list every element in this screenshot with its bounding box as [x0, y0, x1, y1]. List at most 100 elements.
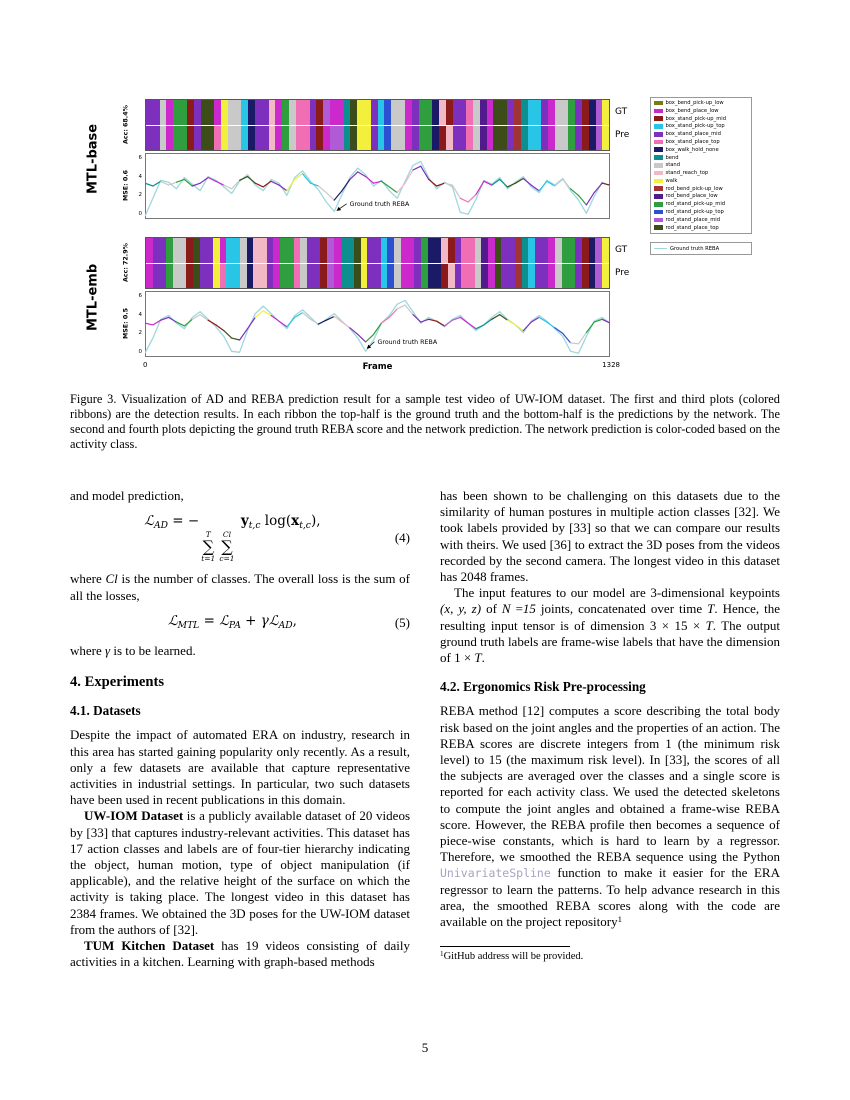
ribbon-segment: [438, 125, 446, 150]
ribbon-segment: [432, 125, 439, 150]
legend-item: box_bend_pick-up_low: [654, 100, 748, 106]
ribbon-segment: [466, 100, 473, 125]
gt-label: GT: [615, 245, 628, 255]
y-tick: 6: [138, 155, 143, 161]
legend-item: rod_stand_pick-up_mid: [654, 201, 748, 207]
ribbon-segment: [561, 238, 576, 263]
ribbon-segment: [220, 100, 228, 125]
equation-body: ℒMTL = ℒPA + γℒAD,: [167, 612, 297, 631]
ribbon-segment: [193, 100, 201, 125]
ribbon-segment: [199, 238, 214, 263]
ribbon-segment: [420, 238, 428, 263]
ribbon-segment: [350, 125, 358, 150]
ribbon-segment: [582, 125, 589, 150]
ribbon-segment: [479, 100, 487, 125]
ribbon-segment: [241, 100, 249, 125]
ribbon-segment: [192, 263, 200, 288]
ribbon-segment: [289, 100, 296, 125]
ribbon-segment: [340, 263, 354, 288]
subsection-heading-ergonomics: 4.2. Ergonomics Risk Pre-processing: [440, 679, 646, 695]
paragraph-tum: TUM Kitchen Dataset has 19 videos consis…: [70, 937, 410, 970]
ribbon-segment: [588, 100, 596, 125]
legend-item: rod_stand_place_mid: [654, 217, 748, 223]
equation-number: (4): [394, 529, 410, 545]
ribbon-segment: [427, 263, 442, 288]
ribbon-segment: [316, 100, 324, 125]
ribbon-segment: [602, 263, 609, 288]
ribbon-segment: [493, 100, 508, 125]
model-label-mtl-emb: MTL-emb: [85, 263, 101, 331]
legend-item: box_walk_hold_none: [654, 147, 748, 153]
ribbon-segment: [521, 263, 529, 288]
legend-label: rod_stand_place_mid: [665, 216, 721, 223]
ribbon-segment: [282, 125, 290, 150]
ribbon-segment: [192, 238, 200, 263]
ribbon-segment: [309, 125, 317, 150]
ribbon-segment: [493, 125, 508, 150]
paragraph: has been shown to be challenging on this…: [440, 488, 780, 585]
legend-label: rod_bend_pick-up_low: [665, 185, 723, 192]
ribbon-segment: [441, 263, 448, 288]
paragraph: where Cl is the number of classes. The o…: [70, 571, 410, 603]
legend-line-box: Ground truth REBA: [650, 242, 752, 255]
x-tick-max: 1328: [602, 361, 620, 369]
y-tick: 2: [138, 192, 143, 199]
legend-swatch: [654, 178, 663, 184]
ribbon-segment: [473, 125, 480, 150]
ribbon-segment: [554, 125, 569, 150]
ribbon-segment: [501, 263, 515, 288]
legend-item: stand: [654, 162, 748, 168]
ribbon-segment: [394, 238, 401, 263]
x-tick-min: 0: [143, 361, 148, 369]
paragraph: where γ is to be learned.: [70, 642, 196, 658]
ribbon-segment: [438, 100, 446, 125]
ribbon-segment: [166, 238, 173, 263]
ribbon-segment: [226, 263, 240, 288]
ribbon-segment: [588, 263, 596, 288]
ribbon-segment: [411, 125, 419, 150]
ribbon-segment: [350, 100, 358, 125]
ribbon-segment: [152, 263, 167, 288]
ribbon-segment: [481, 263, 489, 288]
equation-5: ℒMTL = ℒPA + γℒAD, (5): [70, 613, 410, 634]
ribbon-segment: [521, 238, 529, 263]
y-tick: 6: [138, 293, 143, 299]
legend-swatch: [654, 209, 663, 215]
ribbon-segment: [554, 100, 569, 125]
sum-operator: Cl ∑ c=1: [219, 530, 235, 563]
y-ticks: 6 4 2 0: [130, 291, 143, 355]
ribbon-segment: [253, 263, 267, 288]
ribbon-segment: [561, 263, 576, 288]
right-column: has been shown to be challenging on this…: [440, 488, 780, 970]
legend-label: box_bend_place_low: [665, 107, 719, 114]
ribbon-segment: [418, 125, 433, 150]
ribbon-segment: [213, 238, 220, 263]
ribbon-segment: [427, 238, 442, 263]
ribbon-segment: [186, 263, 193, 288]
ribbon-segment: [418, 100, 433, 125]
ribbon-segment: [220, 125, 228, 150]
ribbon-segment: [199, 263, 214, 288]
ribbon-segment: [248, 125, 255, 150]
ribbon-segment: [588, 238, 596, 263]
legend-item: box_stand_place_mid: [654, 131, 748, 137]
ribbon-segment: [273, 238, 281, 263]
ribbon-segment: [575, 100, 582, 125]
legend-label: rod_bend_place_low: [665, 193, 718, 200]
ribbon-segment: [527, 125, 542, 150]
ribbon-segment: [193, 125, 201, 150]
ribbon-segment: [387, 263, 395, 288]
ribbon-segment: [367, 263, 381, 288]
ribbon-segment: [528, 238, 535, 263]
ribbon-segment: [466, 125, 473, 150]
ribbon-segment: [268, 100, 276, 125]
legend-swatch: [654, 194, 663, 199]
ribbon-segment: [441, 238, 448, 263]
paragraph-input-features: The input features to our model are 3-di…: [440, 585, 780, 666]
ribbon-segment: [547, 100, 555, 125]
ribbon-segment: [387, 238, 395, 263]
ribbon-segment: [555, 263, 562, 288]
left-column: and model prediction, ℒAD = − T ∑ t=1 Cl ∑ c=1…: [70, 488, 410, 970]
ribbon-segment: [602, 100, 610, 125]
